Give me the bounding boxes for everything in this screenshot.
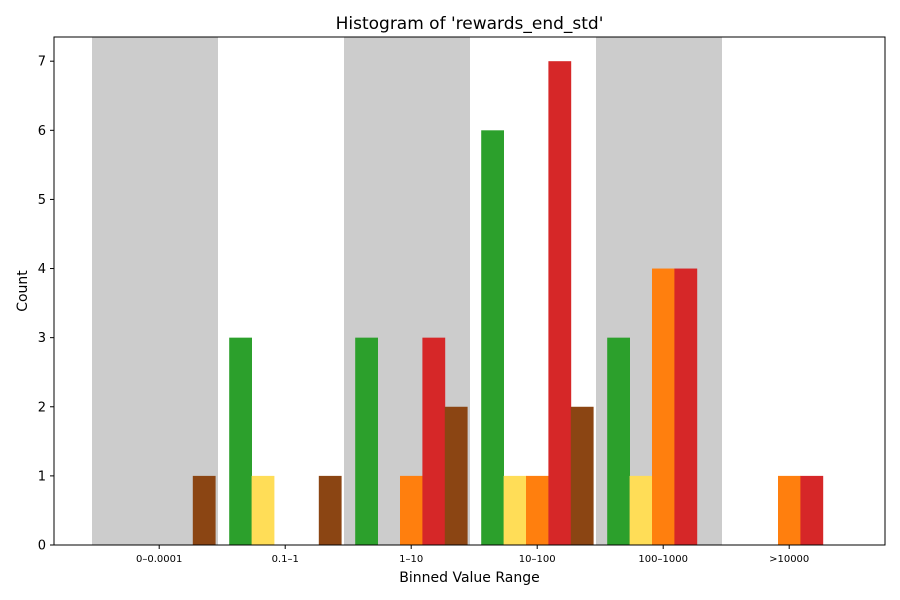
bar [607,337,630,545]
y-axis: 0 1 2 3 4 5 6 7 [38,55,54,554]
shaded-band [92,37,218,545]
x-tick-label: 0–0.0001 [136,554,182,565]
bar [192,475,216,545]
y-tick-label: 0 [38,539,46,554]
chart-title: Histogram of 'rewards_end_std' [336,14,604,34]
y-tick-label: 1 [38,469,46,484]
bars [192,61,824,545]
plot-frame [53,36,886,546]
x-tick-label: 0.1–1 [272,554,299,565]
x-tick-label: 100–1000 [638,554,688,565]
x-axis: 0–0.0001 0.1–1 1–10 10–100 100–1000 >10000 [136,545,809,565]
y-tick-label: 7 [38,55,46,70]
bar [251,475,275,545]
bar [400,475,423,545]
x-tick-label: >10000 [769,554,809,565]
y-axis-label: Count [15,270,31,312]
bar [629,475,653,545]
bar [444,406,468,545]
x-tick-label: 1–10 [399,554,423,565]
bar [481,130,504,545]
shaded-bands [92,37,722,545]
bar [526,475,549,545]
y-tick-label: 2 [38,400,46,415]
x-axis-label: Binned Value Range [399,570,539,586]
bar [778,475,801,545]
bar [422,337,446,545]
bar [318,475,342,545]
x-tick-label: 10–100 [519,554,556,565]
bar [229,337,252,545]
bar [570,406,594,545]
bar [355,337,378,545]
bar [674,268,698,545]
bar [800,475,824,545]
y-tick-label: 3 [38,331,46,346]
y-tick-label: 4 [38,262,46,277]
bar [503,475,527,545]
y-tick-label: 5 [38,193,46,208]
bar [548,61,572,545]
y-tick-label: 6 [38,124,46,139]
bar [652,268,675,545]
